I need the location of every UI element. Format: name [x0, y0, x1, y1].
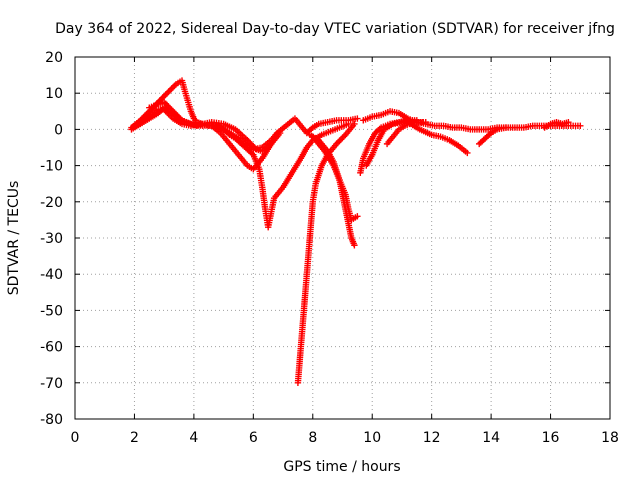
- data-layer: [128, 77, 584, 386]
- x-tick-label: 4: [189, 430, 198, 446]
- y-tick-label: 10: [45, 86, 63, 102]
- data-point: [162, 100, 169, 107]
- x-tick-label: 18: [601, 430, 619, 446]
- data-point: [339, 134, 346, 142]
- data-point: [577, 122, 584, 129]
- tick-layer: 0 2 4 6 8 10 12 14 16 18 -80 -70 -60 -50 -40 -30 -20 -10 0…: [40, 50, 619, 446]
- y-tick-label: -50: [40, 303, 63, 319]
- series-tail_13: [407, 120, 471, 157]
- data-point: [160, 93, 168, 100]
- x-tick-label: 2: [130, 430, 139, 446]
- x-tick-label: 8: [308, 430, 317, 446]
- y-tick-label: -80: [40, 412, 63, 428]
- x-tick-label: 14: [482, 430, 500, 446]
- data-point: [334, 139, 342, 146]
- series-rise_10: [363, 118, 429, 169]
- x-tick-label: 0: [71, 430, 80, 446]
- series-dip_24: [312, 137, 361, 224]
- data-point: [340, 133, 348, 140]
- y-tick-label: 20: [45, 50, 63, 66]
- x-tick-label: 6: [249, 430, 258, 446]
- y-tick-label: -70: [40, 376, 63, 392]
- x-axis-title: GPS time / hours: [283, 459, 400, 475]
- data-point: [166, 86, 174, 94]
- chart-title: Day 364 of 2022, Sidereal Day-to-day VTE…: [55, 21, 615, 37]
- series-deep_dip: [294, 120, 358, 386]
- y-tick-label: -40: [40, 267, 63, 283]
- y-tick-label: -10: [40, 159, 63, 175]
- data-point: [276, 129, 284, 137]
- y-tick-label: -30: [40, 231, 63, 247]
- data-point: [565, 118, 572, 126]
- data-point: [157, 96, 165, 103]
- data-point: [169, 83, 177, 91]
- data-point: [354, 115, 361, 122]
- data-point: [354, 213, 361, 220]
- data-point: [162, 91, 169, 98]
- x-tick-label: 12: [423, 430, 441, 446]
- series-plateau: [360, 108, 584, 133]
- y-tick-label: 0: [54, 122, 63, 138]
- data-point: [351, 242, 358, 249]
- y-axis-title: SDTVAR / TECUs: [6, 181, 22, 296]
- data-point: [336, 137, 343, 145]
- data-point: [337, 136, 345, 143]
- x-tick-label: 16: [542, 430, 560, 446]
- series-noise_16: [541, 118, 572, 131]
- data-point: [165, 88, 172, 95]
- x-tick-label: 10: [363, 430, 381, 446]
- data-point: [351, 120, 358, 128]
- data-point: [502, 124, 510, 131]
- series-tail_14: [476, 124, 510, 148]
- data-point: [168, 85, 175, 92]
- y-tick-label: -20: [40, 195, 63, 211]
- series-arc4: [146, 99, 284, 155]
- data-point: [163, 90, 171, 97]
- data-point: [464, 149, 471, 157]
- y-tick-label: -60: [40, 340, 63, 356]
